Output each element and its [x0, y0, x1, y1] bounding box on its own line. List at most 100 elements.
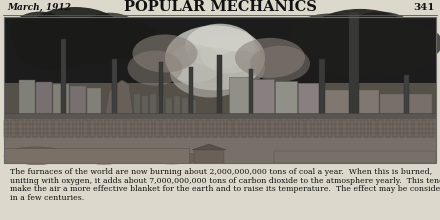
Bar: [112, 59, 117, 117]
Bar: [174, 96, 180, 122]
Bar: [53, 84, 69, 122]
Bar: [105, 120, 109, 137]
Bar: [148, 120, 152, 137]
Bar: [314, 120, 318, 137]
Bar: [159, 62, 163, 117]
Bar: [33, 120, 37, 137]
Bar: [328, 120, 332, 137]
Bar: [274, 151, 436, 163]
Bar: [319, 59, 325, 117]
Bar: [235, 120, 239, 137]
Bar: [335, 120, 340, 137]
Ellipse shape: [200, 33, 260, 73]
Ellipse shape: [74, 150, 134, 164]
Bar: [162, 120, 167, 137]
Bar: [4, 83, 436, 126]
Bar: [306, 120, 311, 137]
Bar: [407, 120, 411, 137]
Bar: [393, 120, 397, 137]
Bar: [263, 120, 268, 137]
Text: POPULAR MECHANICS: POPULAR MECHANICS: [124, 0, 316, 14]
Ellipse shape: [144, 152, 199, 164]
Bar: [342, 120, 347, 137]
Bar: [324, 90, 379, 122]
Bar: [242, 120, 246, 137]
Ellipse shape: [83, 13, 137, 45]
Bar: [4, 17, 436, 119]
Bar: [271, 120, 275, 137]
Ellipse shape: [345, 12, 415, 52]
Text: uniting with oxygen, it adds about 7,000,000,000 tons of carbon dioxide to the a: uniting with oxygen, it adds about 7,000…: [10, 176, 440, 185]
Bar: [278, 120, 282, 137]
Bar: [321, 120, 325, 137]
Ellipse shape: [15, 22, 95, 70]
Bar: [229, 77, 251, 122]
Bar: [213, 120, 217, 137]
Bar: [194, 150, 224, 163]
Ellipse shape: [168, 45, 223, 83]
Bar: [4, 113, 436, 127]
Polygon shape: [192, 144, 226, 150]
Bar: [349, 12, 359, 117]
Bar: [150, 94, 156, 122]
Bar: [169, 120, 174, 137]
Ellipse shape: [128, 51, 183, 86]
Bar: [166, 98, 172, 122]
Bar: [217, 55, 222, 117]
Bar: [189, 67, 193, 117]
Bar: [378, 120, 383, 137]
Bar: [429, 120, 433, 137]
Bar: [4, 138, 436, 163]
Ellipse shape: [4, 147, 69, 165]
Ellipse shape: [185, 24, 255, 69]
Bar: [380, 94, 432, 122]
Bar: [190, 100, 196, 122]
Ellipse shape: [290, 13, 370, 55]
Bar: [252, 79, 274, 122]
Text: make the air a more effective blanket for the earth and to raise its temperature: make the air a more effective blanket fo…: [10, 185, 440, 193]
Bar: [371, 120, 375, 137]
Ellipse shape: [378, 24, 440, 62]
Bar: [155, 120, 160, 137]
Text: in a few centuries.: in a few centuries.: [10, 194, 84, 202]
Text: 341: 341: [414, 2, 435, 11]
Bar: [69, 120, 73, 137]
Bar: [158, 96, 164, 122]
Bar: [285, 120, 289, 137]
Bar: [198, 120, 203, 137]
Bar: [414, 120, 419, 137]
Bar: [4, 148, 189, 163]
Bar: [134, 94, 140, 122]
Bar: [83, 120, 88, 137]
Ellipse shape: [83, 19, 158, 59]
Bar: [134, 120, 138, 137]
Bar: [70, 86, 86, 122]
Ellipse shape: [312, 31, 388, 76]
Ellipse shape: [235, 38, 305, 78]
Bar: [98, 120, 102, 137]
Bar: [227, 120, 231, 137]
Ellipse shape: [60, 22, 130, 64]
Text: The furnaces of the world are now burning about 2,000,000,000 tons of coal a yea: The furnaces of the world are now burnin…: [10, 168, 432, 176]
Bar: [299, 120, 304, 137]
Ellipse shape: [25, 7, 125, 62]
Bar: [191, 120, 195, 137]
Bar: [298, 83, 320, 122]
Bar: [141, 120, 145, 137]
Ellipse shape: [250, 46, 310, 82]
Polygon shape: [104, 80, 134, 122]
Bar: [249, 69, 253, 117]
Bar: [126, 120, 131, 137]
Ellipse shape: [345, 24, 435, 74]
Bar: [256, 120, 260, 137]
Ellipse shape: [305, 9, 415, 69]
Bar: [4, 120, 8, 137]
Ellipse shape: [170, 48, 250, 97]
Bar: [90, 120, 95, 137]
Bar: [249, 120, 253, 137]
Bar: [182, 98, 188, 122]
Bar: [4, 119, 436, 138]
Bar: [11, 120, 15, 137]
Ellipse shape: [10, 12, 70, 52]
Bar: [364, 120, 368, 137]
